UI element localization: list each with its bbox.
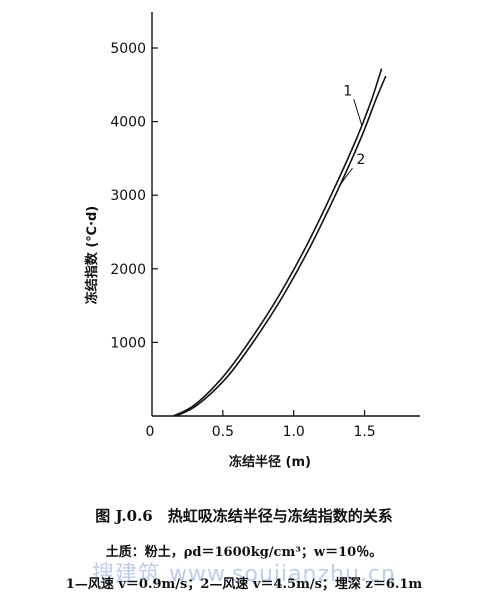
x-tick-label: 0.5 — [212, 424, 234, 440]
series-2-label: 2 — [356, 152, 365, 168]
y-tick-label: 3000 — [110, 188, 146, 204]
figure-caption: 图 J.0.6 热虹吸冻结半径与冻结指数的关系 — [95, 507, 393, 525]
y-tick-label: 4000 — [110, 115, 146, 131]
soil-note: 土质：粉土，ρd＝1600kg/cm³；w＝10％。 — [105, 545, 383, 560]
x-tick-label: 0 — [146, 424, 155, 440]
series-2-line — [175, 75, 387, 417]
series-1-leader — [353, 99, 363, 126]
y-tick-label: 1000 — [110, 335, 146, 351]
ticks: 1000 2000 3000 4000 5000 0 0.5 1.0 1.5 — [110, 41, 375, 440]
watermark: 搜建筑 www.soujianzhu.cn — [92, 562, 396, 587]
x-tick-label: 1.0 — [283, 424, 305, 440]
y-axis-title: 冻结指数 (℃·d) — [84, 206, 100, 304]
y-tick-label: 2000 — [110, 262, 146, 278]
legend-note: 1—风速 v＝0.9m/s；2—风速 v＝4.5m/s；埋深 z＝6.1m — [65, 577, 423, 592]
x-axis-title: 冻结半径 (m) — [229, 454, 311, 470]
y-tick-label: 5000 — [110, 41, 146, 57]
series-2-leader — [340, 167, 353, 185]
axes — [151, 12, 420, 417]
x-tick-label: 1.5 — [353, 424, 375, 440]
curves: 12 — [172, 68, 387, 417]
series-1-label: 1 — [343, 83, 352, 99]
series-1-line — [172, 68, 383, 417]
